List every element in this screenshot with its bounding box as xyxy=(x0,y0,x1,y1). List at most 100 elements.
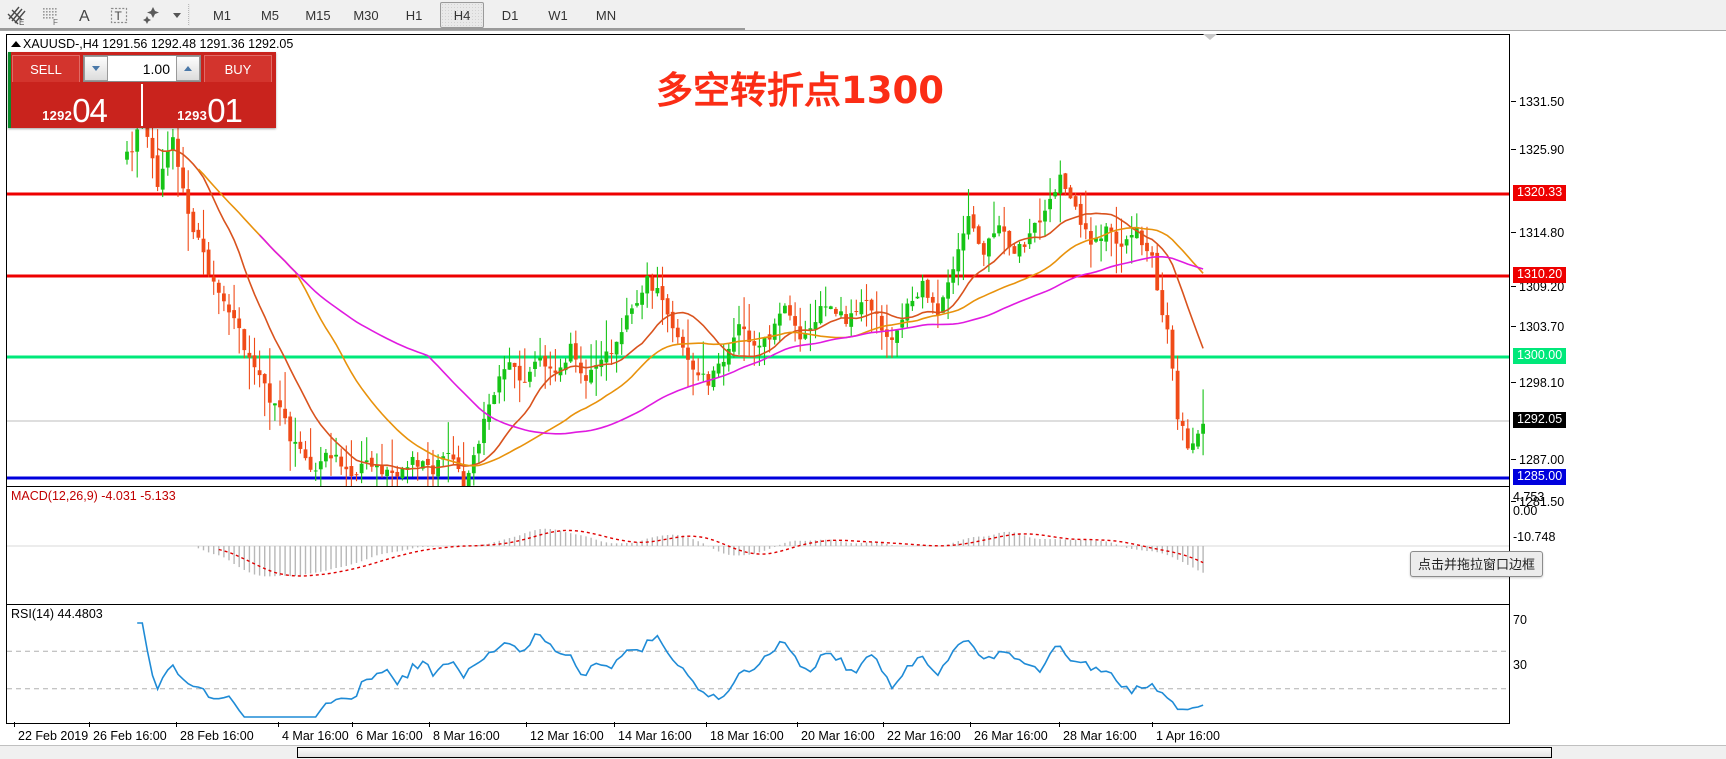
buy-price[interactable]: 1293 01 xyxy=(143,82,276,128)
time-axis-label: 28 Mar 16:00 xyxy=(1063,729,1137,743)
svg-text:E: E xyxy=(19,18,24,26)
time-tick xyxy=(352,722,353,727)
time-tick xyxy=(1152,722,1153,727)
price-chart-svg xyxy=(7,98,1509,486)
time-axis-label: 4 Mar 16:00 xyxy=(282,729,349,743)
time-axis-label: 22 Mar 16:00 xyxy=(887,729,961,743)
time-axis-label: 26 Mar 16:00 xyxy=(974,729,1048,743)
buy-price-big: 1293 xyxy=(177,108,208,123)
macd-label: MACD(12,26,9) -4.031 -5.133 xyxy=(11,489,176,503)
order-panel-accent-bar xyxy=(8,52,11,128)
time-tick xyxy=(797,722,798,727)
macd-chart-svg xyxy=(7,528,1509,577)
chart-arrow-icon xyxy=(11,41,21,47)
timeframe-m5[interactable]: M5 xyxy=(260,7,280,23)
toolbar-underline xyxy=(0,28,745,30)
svg-text:A: A xyxy=(79,8,90,25)
time-tick xyxy=(278,722,279,727)
price-badge[interactable]: 1285.00 xyxy=(1513,469,1567,485)
rsi-level-label: 30 xyxy=(1513,658,1527,672)
timeframe-m30[interactable]: M30 xyxy=(353,7,379,23)
chart-annotation-text[interactable]: 多空转折点1300 xyxy=(656,69,944,112)
lot-decrease-button[interactable] xyxy=(84,56,108,81)
time-axis-label: 18 Mar 16:00 xyxy=(710,729,784,743)
order-panel-divider xyxy=(141,84,143,126)
timeframe-h1[interactable]: H1 xyxy=(405,7,423,23)
horizontal-scrollbar[interactable] xyxy=(0,745,1726,759)
price-tick-label: 1298.10 xyxy=(1511,376,1564,390)
time-axis-label: 12 Mar 16:00 xyxy=(530,729,604,743)
time-tick xyxy=(14,722,15,727)
time-tick xyxy=(429,722,430,727)
lot-size-input[interactable]: 1.00 xyxy=(83,55,201,82)
price-tick-label: 1287.00 xyxy=(1511,453,1564,467)
lot-increase-button[interactable] xyxy=(176,56,200,81)
objects-icon[interactable] xyxy=(136,1,170,29)
time-tick xyxy=(526,722,527,727)
chart-toolbar: E xyxy=(0,0,1726,31)
price-pane[interactable]: XAUUSD-,H4 1291.56 1292.48 1291.36 1292.… xyxy=(7,35,1509,487)
time-tick xyxy=(176,722,177,727)
price-tick-label: 1331.50 xyxy=(1511,95,1564,109)
pane-resize-caret-icon[interactable] xyxy=(1203,34,1217,40)
buy-price-small: 01 xyxy=(207,92,243,129)
time-axis-label: 1 Apr 16:00 xyxy=(1156,729,1220,743)
timeframe-h4[interactable]: H4 xyxy=(440,2,484,28)
time-tick xyxy=(1059,722,1060,727)
rsi-chart-svg xyxy=(7,622,1509,718)
text-a-icon[interactable]: A xyxy=(68,1,102,29)
timeframe-w1[interactable]: W1 xyxy=(548,7,568,23)
time-axis[interactable]: 22 Feb 2019 26 Feb 16:00 28 Feb 16:00 4 Mar… xyxy=(6,722,1510,746)
price-tick-label: 1314.80 xyxy=(1511,226,1564,240)
scrollbar-thumb[interactable] xyxy=(297,747,1552,758)
price-tick-label: 1281.50 xyxy=(1511,495,1564,509)
lot-size-value[interactable]: 1.00 xyxy=(142,60,170,77)
resize-window-tooltip: 点击并拖拉窗口边框 xyxy=(1410,551,1544,577)
toolbar-separator xyxy=(188,4,190,26)
price-tick-label: 1303.70 xyxy=(1511,320,1564,334)
time-axis-label: 6 Mar 16:00 xyxy=(356,729,423,743)
price-tick-label: 1325.90 xyxy=(1511,143,1564,157)
macd-pane[interactable]: MACD(12,26,9) -4.031 -5.133 xyxy=(7,487,1509,605)
chart-frame[interactable]: XAUUSD-,H4 1291.56 1292.48 1291.36 1292.… xyxy=(6,34,1510,724)
macd-scale-label: 4.753 xyxy=(1513,490,1545,504)
rsi-level-label: 70 xyxy=(1513,613,1527,627)
sell-price-small: 04 xyxy=(72,92,108,129)
macd-scale-label: 0.00 xyxy=(1513,504,1538,518)
grid-f-icon[interactable]: F xyxy=(34,1,68,29)
rsi-label: RSI(14) 44.4803 xyxy=(11,607,103,621)
timeframe-m15[interactable]: M15 xyxy=(305,7,331,23)
time-tick xyxy=(883,722,884,727)
time-axis-label: 8 Mar 16:00 xyxy=(433,729,500,743)
time-tick xyxy=(970,722,971,727)
sell-button[interactable]: SELL xyxy=(12,55,80,82)
sell-price-big: 1292 xyxy=(42,108,73,123)
label-t-icon[interactable]: T xyxy=(102,1,136,29)
objects-dropdown-caret-icon[interactable] xyxy=(170,1,184,29)
sell-price[interactable]: 1292 04 xyxy=(8,82,141,128)
price-badge[interactable]: 1320.33 xyxy=(1513,185,1567,201)
timeframe-mn[interactable]: MN xyxy=(595,7,617,23)
price-badge[interactable]: 1310.20 xyxy=(1513,267,1567,283)
svg-text:T: T xyxy=(115,9,123,23)
one-click-trading-panel[interactable]: SELL 1.00 BUY 1292 04 1293 01 xyxy=(8,52,276,128)
symbol-quote-line: XAUUSD-,H4 1291.56 1292.48 1291.36 1292.… xyxy=(11,37,293,51)
time-axis-label: 20 Mar 16:00 xyxy=(801,729,875,743)
timeframe-d1[interactable]: D1 xyxy=(501,7,519,23)
buy-button[interactable]: BUY xyxy=(204,55,272,82)
time-axis-label: 14 Mar 16:00 xyxy=(618,729,692,743)
time-tick xyxy=(614,722,615,727)
time-axis-label: 28 Feb 16:00 xyxy=(180,729,254,743)
timeframe-m1[interactable]: M1 xyxy=(212,7,232,23)
rsi-pane[interactable]: RSI(14) 44.4803 xyxy=(7,605,1509,723)
time-tick xyxy=(89,722,90,727)
price-tick-label: 1309.20 xyxy=(1511,280,1564,294)
price-scale[interactable]: 1331.50 1325.90 1314.80 1309.20 1303.70 1298.… xyxy=(1511,34,1721,724)
price-badge[interactable]: 1292.05 xyxy=(1513,412,1567,428)
svg-text:F: F xyxy=(53,18,58,26)
crosshair-e-icon[interactable]: E xyxy=(0,1,34,29)
macd-scale-label: -10.748 xyxy=(1513,530,1556,544)
time-axis-label: 26 Feb 16:00 xyxy=(93,729,167,743)
price-badge[interactable]: 1300.00 xyxy=(1513,348,1567,364)
